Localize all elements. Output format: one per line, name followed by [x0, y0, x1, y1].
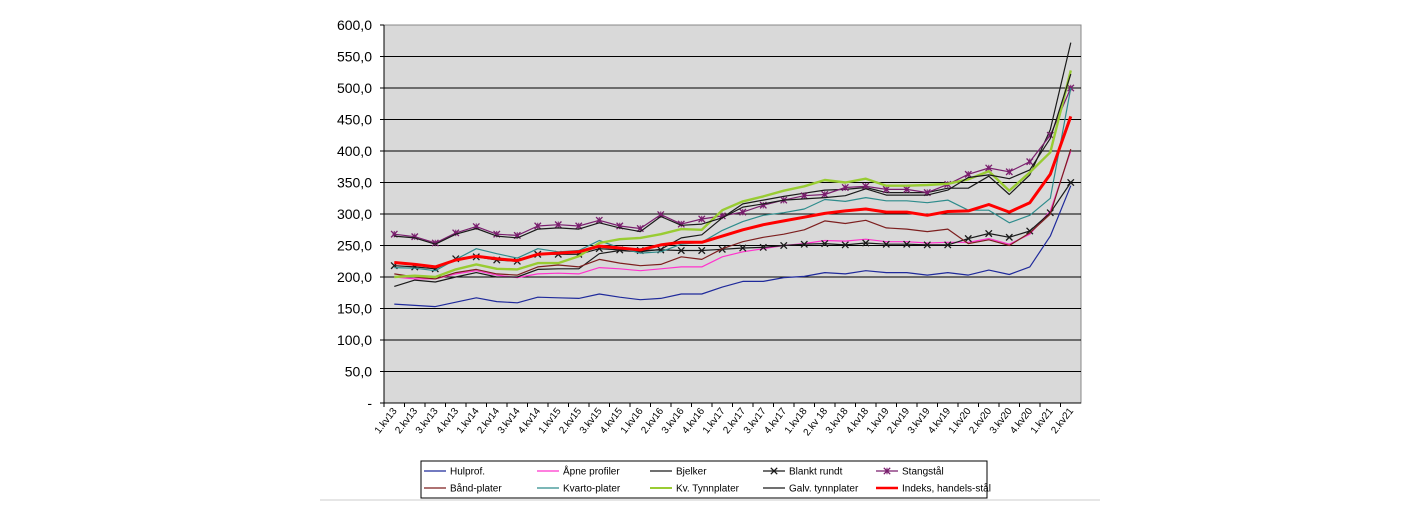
data-point — [882, 240, 890, 248]
data-point — [923, 241, 931, 249]
data-point — [841, 241, 849, 249]
legend-item: Stangstål — [876, 466, 944, 478]
legend-item: Blankt rundt — [763, 467, 843, 478]
legend: Hulprof. Åpne profiler Bjelker Blankt rundt… — [424, 465, 991, 495]
legend-label: Stangstål — [902, 466, 944, 478]
data-point — [862, 239, 870, 247]
data-point — [1026, 227, 1034, 235]
data-point — [759, 243, 767, 252]
y-tick-label: 150,0 — [337, 301, 372, 317]
series-7 — [394, 70, 1072, 279]
series-line — [394, 185, 1072, 308]
legend-box — [420, 460, 988, 499]
data-point — [903, 240, 911, 248]
data-point — [739, 208, 747, 216]
data-point — [780, 241, 788, 250]
data-point — [821, 239, 829, 248]
x-tick-label: 2.kv21 — [1049, 406, 1076, 436]
data-point — [985, 164, 993, 172]
data-point — [698, 215, 706, 223]
data-point — [1067, 178, 1075, 187]
legend-label: Blankt rundt — [789, 467, 843, 478]
series-2 — [394, 42, 1072, 287]
data-point — [882, 185, 890, 194]
y-tick-label: - — [367, 395, 372, 411]
y-axis-ticks: - 50,0 100,0 150,0 200,0 250,0 300,0 350,0 400,0… — [337, 17, 1081, 411]
legend-item: Bånd-plater — [424, 483, 502, 495]
data-point — [1005, 233, 1013, 241]
data-point — [800, 192, 808, 200]
y-tick-label: 500,0 — [337, 80, 372, 96]
data-point — [903, 185, 911, 194]
legend-label: Bånd-plater — [450, 483, 502, 495]
legend-item: Åpne profiler — [537, 465, 620, 478]
legend-item: Bjelker — [650, 467, 707, 478]
data-point — [1026, 158, 1034, 166]
data-point — [800, 240, 808, 248]
data-point — [841, 183, 849, 192]
legend-marker — [883, 467, 891, 475]
series-line — [394, 115, 1073, 269]
series-line — [394, 87, 1072, 244]
legend-marker — [770, 467, 778, 475]
series-line — [394, 87, 1072, 272]
series-line — [394, 70, 1072, 279]
data-point — [1005, 168, 1013, 176]
legend-label: Bjelker — [676, 467, 707, 478]
legend-item: Indeks, handels-stål — [876, 483, 991, 495]
series-0 — [394, 185, 1072, 308]
legend-label: Kvarto-plater — [563, 484, 621, 495]
series-line — [394, 148, 1072, 280]
data-point — [390, 230, 398, 238]
legend-item: Galv. tynnplater — [763, 484, 859, 495]
data-point — [739, 244, 747, 252]
x-axis-ticks: 1.kv132.kv133.kv134.kv131.kv142.kv143.kv… — [373, 403, 1076, 438]
series-line — [394, 42, 1072, 287]
y-tick-label: 400,0 — [337, 143, 372, 159]
data-point — [534, 222, 542, 230]
data-point — [821, 190, 829, 199]
y-tick-label: 300,0 — [337, 206, 372, 222]
legend-label: Kv. Tynnplater — [676, 484, 740, 495]
legend-label: Galv. tynnplater — [789, 484, 859, 495]
y-tick-label: 50,0 — [345, 364, 372, 380]
legend-label: Indeks, handels-stål — [902, 483, 991, 495]
legend-item: Kvarto-plater — [537, 484, 621, 495]
data-point — [677, 246, 685, 255]
y-tick-label: 600,0 — [337, 17, 372, 33]
data-point — [554, 221, 562, 229]
data-point — [964, 234, 972, 243]
legend-item: Hulprof. — [424, 467, 485, 478]
legend-item: Kv. Tynnplater — [650, 484, 740, 495]
series-5 — [394, 148, 1072, 280]
y-tick-label: 200,0 — [337, 269, 372, 285]
series-lines — [390, 42, 1075, 308]
data-point — [944, 241, 952, 249]
series-line — [394, 73, 1072, 245]
series-8 — [394, 73, 1072, 245]
legend-label: Åpne profiler — [563, 465, 620, 478]
y-tick-label: 100,0 — [337, 332, 372, 348]
data-point — [964, 170, 972, 178]
y-tick-label: 350,0 — [337, 175, 372, 191]
data-point — [575, 222, 583, 230]
y-tick-label: 450,0 — [337, 112, 372, 128]
series-9 — [394, 115, 1073, 269]
series-6 — [394, 87, 1072, 272]
data-point — [985, 229, 993, 238]
y-tick-label: 550,0 — [337, 49, 372, 65]
data-point — [595, 216, 603, 224]
legend-label: Hulprof. — [450, 467, 485, 478]
data-point — [698, 246, 706, 255]
y-tick-label: 250,0 — [337, 238, 372, 254]
